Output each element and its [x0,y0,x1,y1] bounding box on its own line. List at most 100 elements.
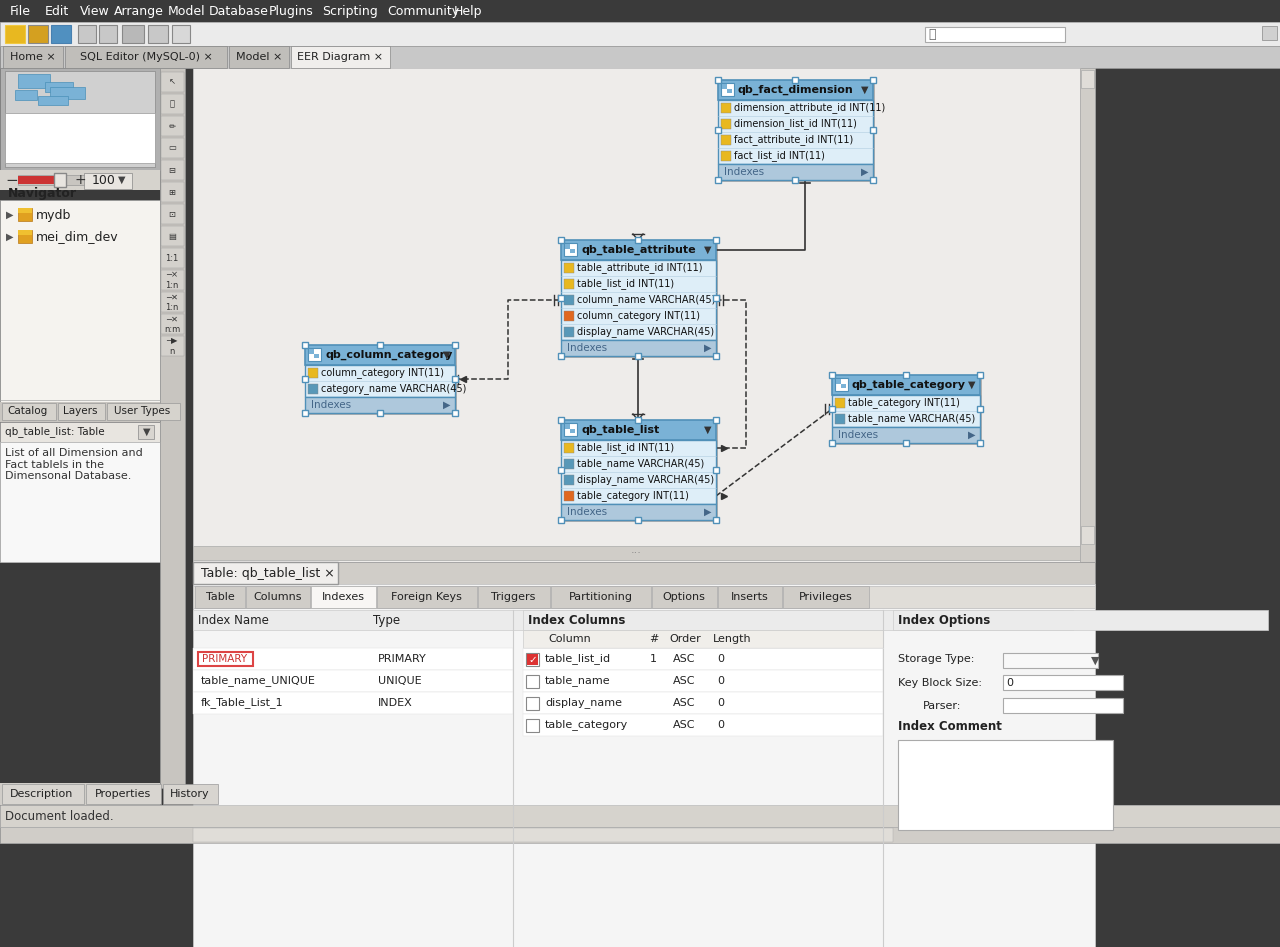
Bar [564,279,573,289]
Bar [161,314,184,334]
Bar [716,127,721,133]
Bar [18,74,50,88]
Bar [721,119,731,129]
Bar [564,243,577,256]
Bar [524,648,883,670]
Bar [18,208,32,213]
Bar [193,610,1073,630]
Bar [161,72,184,92]
Text: Length: Length [713,634,751,644]
Text: Plugins: Plugins [269,5,314,17]
Text: table_attribute_id INT(11): table_attribute_id INT(11) [577,262,703,274]
Bar [305,397,454,413]
Bar [161,270,184,290]
Bar [635,417,641,423]
Text: qb_fact_dimension: qb_fact_dimension [739,85,854,95]
Text: ···: ··· [631,548,641,558]
Bar [18,208,32,221]
Bar [3,46,63,68]
Bar [195,586,244,608]
Bar [308,384,317,394]
Bar [161,160,184,180]
Text: Index Name: Index Name [198,614,269,627]
Text: ▶: ▶ [704,507,712,517]
Bar [0,442,160,562]
Bar [558,353,564,359]
Text: Foreign Keys: Foreign Keys [392,592,462,602]
Bar [564,475,573,485]
Bar [45,82,73,92]
Bar [0,805,1280,827]
Bar [558,467,564,473]
Bar [570,249,575,253]
Bar [558,517,564,523]
Text: ASC: ASC [673,654,695,664]
Bar [1004,675,1123,690]
Text: 1:1: 1:1 [165,254,179,262]
Bar [713,417,719,423]
Text: ✋: ✋ [169,99,174,109]
Bar [307,347,457,415]
Bar [302,342,308,348]
Text: Type: Type [372,614,401,627]
Text: Catalog: Catalog [8,406,49,416]
Bar [524,630,883,648]
Text: mei_dim_dev: mei_dim_dev [36,230,119,243]
Bar [561,260,716,340]
Bar [193,546,1080,560]
Bar [558,417,564,423]
Text: Indexes: Indexes [567,343,607,353]
Bar [524,670,883,692]
Bar [1004,698,1123,713]
Bar [902,440,909,446]
Text: View: View [79,5,109,17]
Bar [564,443,573,453]
Text: ─▶
n: ─▶ n [166,336,178,356]
Bar [561,240,716,260]
Bar [564,424,570,429]
Bar [0,827,1280,843]
Bar [977,406,983,412]
Bar [526,675,539,688]
Text: Database: Database [209,5,269,17]
Bar [835,398,845,408]
Text: Description: Description [10,789,74,799]
Bar [718,586,782,608]
Bar [0,200,160,410]
Bar [452,342,458,348]
Text: ⊟: ⊟ [169,166,175,174]
Bar [198,652,253,666]
Text: Key Block Size:: Key Block Size: [899,678,982,688]
Bar [18,175,96,185]
Bar [721,151,731,161]
Text: Indexes: Indexes [567,507,607,517]
Bar [0,46,1280,68]
Bar [161,292,184,312]
Bar [291,46,390,68]
Bar [564,295,573,305]
Bar [721,83,733,96]
Text: Storage Type:: Storage Type: [899,654,974,664]
Text: ▼: ▼ [861,85,869,95]
Text: table_name_UNIQUE: table_name_UNIQUE [201,675,316,687]
Bar [15,90,37,100]
Text: qb_table_list: qb_table_list [581,425,659,435]
Bar [1004,653,1098,668]
Bar [829,440,835,446]
Text: Indexes: Indexes [311,400,351,410]
Text: SQL Editor (MySQL-0) ×: SQL Editor (MySQL-0) × [79,52,212,62]
Bar [305,345,454,365]
Text: PRIMARY: PRIMARY [202,654,247,664]
Text: −: − [5,172,18,188]
Text: table_name: table_name [545,675,611,687]
Text: fact_list_id INT(11): fact_list_id INT(11) [733,151,824,161]
Text: table_name VARCHAR(45): table_name VARCHAR(45) [849,414,975,424]
Text: display_name: display_name [545,698,622,708]
Bar [161,248,184,268]
Bar [305,365,454,397]
Text: EER Diagram ×: EER Diagram × [297,52,383,62]
Text: ⊞: ⊞ [169,188,175,196]
Bar [1082,526,1094,544]
Text: ▼: ▼ [968,380,975,390]
Bar [902,372,909,378]
